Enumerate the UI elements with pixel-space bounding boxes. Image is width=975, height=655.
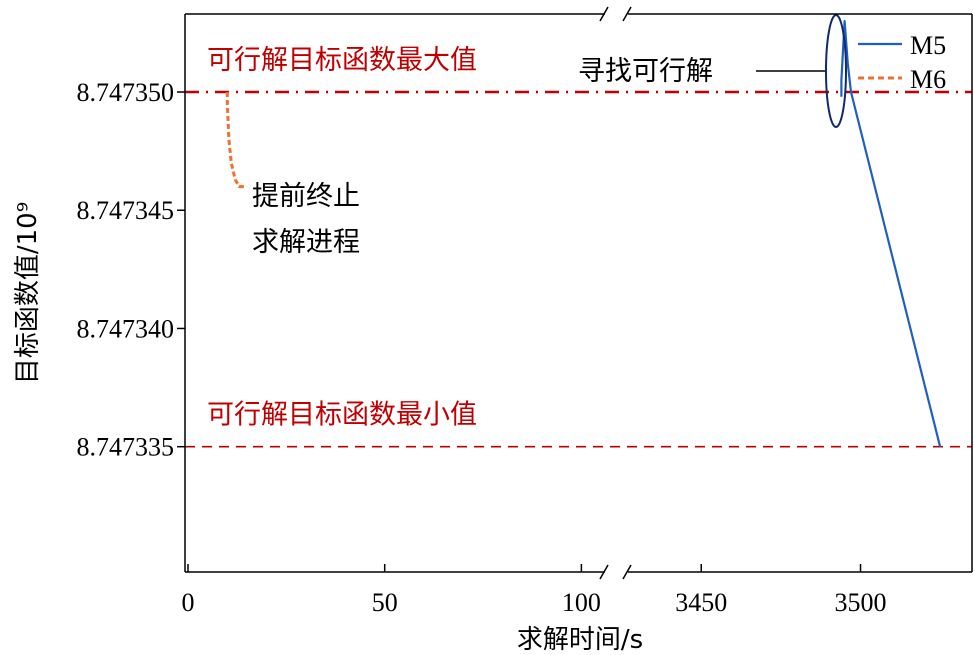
axis-break-mark — [622, 6, 632, 22]
annotation-early-stop-line-1: 提前终止 — [252, 181, 360, 212]
x-tick-label: 50 — [372, 588, 398, 617]
annotation-find-feasible-ellipse — [825, 14, 847, 128]
axis-break-mark — [599, 564, 609, 580]
x-axis-title: 求解时间/s — [517, 625, 643, 655]
y-tick-label: 8.747345 — [77, 196, 175, 225]
x-tick-label: 0 — [182, 588, 195, 617]
x-tick-label: 3500 — [835, 588, 887, 617]
x-tick-label: 3450 — [675, 588, 727, 617]
y-tick-label: 8.747350 — [77, 78, 175, 107]
y-tick-label: 8.747335 — [77, 433, 175, 462]
series-line-m6 — [225, 92, 247, 189]
axis-break-mark — [622, 564, 632, 580]
x-tick-label: 100 — [562, 588, 601, 617]
y-tick-label: 8.747340 — [77, 314, 175, 343]
axis-break-mark — [599, 6, 609, 22]
legend-label-m6: M6 — [910, 65, 946, 94]
series-line-m5 — [840, 20, 942, 447]
annotation-find-feasible: 寻找可行解 — [578, 56, 713, 87]
axes: 8.747335 8.747340 8.747345 8.747350 0 50 100 34… — [13, 6, 973, 655]
legend-label-m5: M5 — [910, 31, 946, 60]
reference-label-max: 可行解目标函数最大值 — [207, 45, 477, 76]
annotation-early-stop-line-2: 求解进程 — [252, 227, 360, 258]
reference-label-min: 可行解目标函数最小值 — [207, 400, 477, 431]
series-lines — [225, 20, 942, 447]
y-axis-title: 目标函数值/10⁹ — [13, 202, 43, 384]
